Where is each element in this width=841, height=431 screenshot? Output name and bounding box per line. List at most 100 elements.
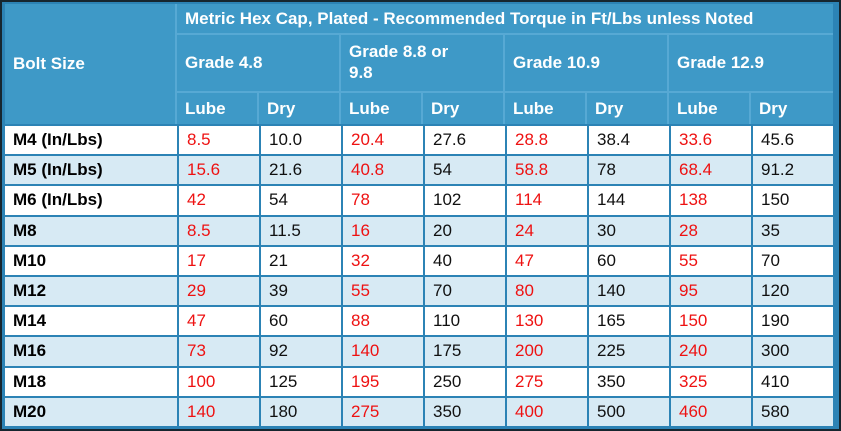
dry-torque-value: 40 [423,244,505,275]
dry-torque-value: 500 [587,395,669,426]
lube-torque-value: 32 [341,244,423,275]
dry-torque-value: 140 [587,274,669,306]
dry-torque-value: 38.4 [587,124,669,155]
dry-torque-value: 102 [423,184,505,215]
table-row: M6 (In/Lbs) 42 54 78 102 114 144 138 150 [5,184,834,215]
dry-torque-value: 225 [587,335,669,366]
lube-dry-header-row: Lube Dry Lube Dry Lube Dry Lube Dry [5,93,834,124]
bolt-size-cell: M5 (In/Lbs) [5,154,177,185]
lube-column-header: Lube [177,93,259,124]
dry-torque-value: 21 [259,244,341,275]
bolt-size-cell: M4 (In/Lbs) [5,124,177,155]
lube-torque-value: 200 [505,335,587,366]
grade-column-header: Grade 4.8 [177,35,341,93]
dry-torque-value: 10.0 [259,124,341,155]
table-row: M20 140 180 275 350 400 500 460 580 [5,395,834,426]
dry-torque-value: 350 [423,395,505,426]
table-row: M10 17 21 32 40 47 60 55 70 [5,244,834,275]
dry-torque-value: 180 [259,395,341,426]
dry-torque-value: 580 [751,395,834,426]
lube-torque-value: 28.8 [505,124,587,155]
bolt-size-cell: M16 [5,335,177,366]
dry-torque-value: 35 [751,214,834,245]
bolt-size-cell: M6 (In/Lbs) [5,184,177,215]
dry-torque-value: 300 [751,335,834,366]
dry-column-header: Dry [259,93,341,124]
dry-torque-value: 70 [423,274,505,306]
dry-torque-value: 70 [751,244,834,275]
dry-torque-value: 190 [751,305,834,336]
metric-torque-table: Bolt Size Metric Hex Cap, Plated - Recom… [5,4,834,426]
lube-torque-value: 400 [505,395,587,426]
dry-torque-value: 91.2 [751,154,834,185]
lube-torque-value: 460 [669,395,751,426]
lube-torque-value: 55 [669,244,751,275]
bolt-size-cell: M10 [5,244,177,275]
dry-torque-value: 250 [423,365,505,396]
lube-torque-value: 78 [341,184,423,215]
lube-torque-value: 325 [669,365,751,396]
grade-label: Grade 4.8 [185,52,263,72]
lube-torque-value: 28 [669,214,751,245]
dry-torque-value: 27.6 [423,124,505,155]
table-body: M4 (In/Lbs) 8.5 10.0 20.4 27.6 28.8 38.4 33.6 45… [5,124,834,426]
dry-torque-value: 39 [259,274,341,306]
dry-column-header: Dry [423,93,505,124]
lube-torque-value: 8.5 [177,214,259,245]
lube-torque-value: 17 [177,244,259,275]
lube-torque-value: 275 [341,395,423,426]
bolt-size-cell: M14 [5,305,177,336]
lube-column-header: Lube [669,93,751,124]
dry-torque-value: 165 [587,305,669,336]
lube-torque-value: 140 [177,395,259,426]
bolt-size-cell: M8 [5,214,177,245]
lube-torque-value: 20.4 [341,124,423,155]
title-row: Bolt Size Metric Hex Cap, Plated - Recom… [5,4,834,124]
dry-torque-value: 110 [423,305,505,336]
table-row: M18 100 125 195 250 275 350 325 410 [5,365,834,396]
lube-torque-value: 15.6 [177,154,259,185]
lube-torque-value: 68.4 [669,154,751,185]
dry-torque-value: 125 [259,365,341,396]
table-title: Metric Hex Cap, Plated - Recommended Tor… [177,4,834,35]
lube-torque-value: 47 [505,244,587,275]
lube-torque-value: 80 [505,274,587,306]
table-row: M14 47 60 88 110 130 165 150 190 [5,305,834,336]
lube-torque-value: 240 [669,335,751,366]
table-row: M5 (In/Lbs) 15.6 21.6 40.8 54 58.8 78 68.4 91.2 [5,154,834,185]
table-row: M16 73 92 140 175 200 225 240 300 [5,335,834,366]
dry-column-header: Dry [751,93,834,124]
lube-column-header: Lube [505,93,587,124]
dry-torque-value: 144 [587,184,669,215]
lube-torque-value: 138 [669,184,751,215]
dry-torque-value: 60 [587,244,669,275]
lube-torque-value: 275 [505,365,587,396]
grade-header-row: Grade 4.8 Grade 8.8 or 9.8 Grade 10.9 Grade… [5,35,834,93]
lube-torque-value: 42 [177,184,259,215]
bolt-size-cell: M12 [5,274,177,306]
dry-torque-value: 150 [751,184,834,215]
table-row: M8 8.5 11.5 16 20 24 30 28 35 [5,214,834,245]
lube-torque-value: 195 [341,365,423,396]
lube-torque-value: 29 [177,274,259,306]
lube-torque-value: 40.8 [341,154,423,185]
dry-torque-value: 175 [423,335,505,366]
lube-column-header: Lube [341,93,423,124]
dry-torque-value: 20 [423,214,505,245]
dry-torque-value: 11.5 [259,214,341,245]
table-row: M4 (In/Lbs) 8.5 10.0 20.4 27.6 28.8 38.4 33.6 45… [5,124,834,155]
lube-torque-value: 55 [341,274,423,306]
lube-torque-value: 88 [341,305,423,336]
dry-torque-value: 60 [259,305,341,336]
dry-torque-value: 21.6 [259,154,341,185]
lube-torque-value: 114 [505,184,587,215]
lube-torque-value: 24 [505,214,587,245]
lube-torque-value: 95 [669,274,751,306]
grade-column-header: Grade 8.8 or 9.8 [341,35,505,93]
lube-torque-value: 140 [341,335,423,366]
lube-torque-value: 130 [505,305,587,336]
lube-torque-value: 150 [669,305,751,336]
bolt-size-header: Bolt Size [5,4,177,124]
dry-torque-value: 45.6 [751,124,834,155]
